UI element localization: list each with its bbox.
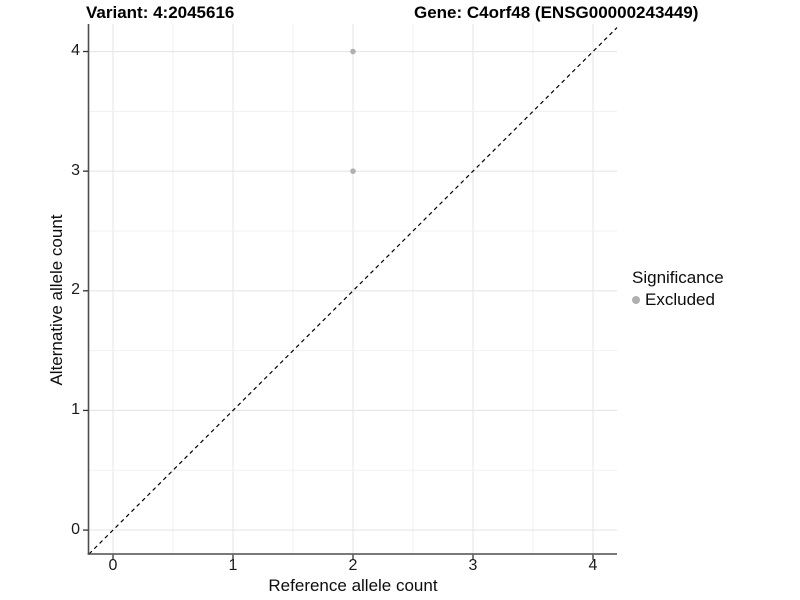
x-tick-label: 2 xyxy=(348,557,358,574)
x-axis-title: Reference allele count xyxy=(268,576,438,595)
x-tick-label: 1 xyxy=(228,557,238,574)
gene-title: Gene: C4orf48 (ENSG00000243449) xyxy=(414,3,699,22)
y-tick-label: 3 xyxy=(71,161,80,179)
excluded-dot-icon xyxy=(632,296,640,304)
x-tick-label: 4 xyxy=(588,557,598,574)
y-axis-title: Alternative allele count xyxy=(47,214,66,386)
y-tick-label: 1 xyxy=(71,400,80,418)
legend-title: Significance xyxy=(632,268,724,287)
variant-title: Variant: 4:2045616 xyxy=(86,3,235,22)
legend: Significance Excluded xyxy=(632,268,724,310)
data-point xyxy=(350,48,356,55)
y-tick-label: 0 xyxy=(71,520,80,538)
legend-entry-excluded: Excluded xyxy=(632,290,724,310)
y-tick-label: 4 xyxy=(71,42,80,60)
data-point xyxy=(350,168,356,174)
y-tick-label: 2 xyxy=(71,281,80,299)
legend-entry-label: Excluded xyxy=(645,290,715,309)
x-tick-label: 3 xyxy=(468,557,478,574)
x-tick-label: 0 xyxy=(108,557,118,574)
